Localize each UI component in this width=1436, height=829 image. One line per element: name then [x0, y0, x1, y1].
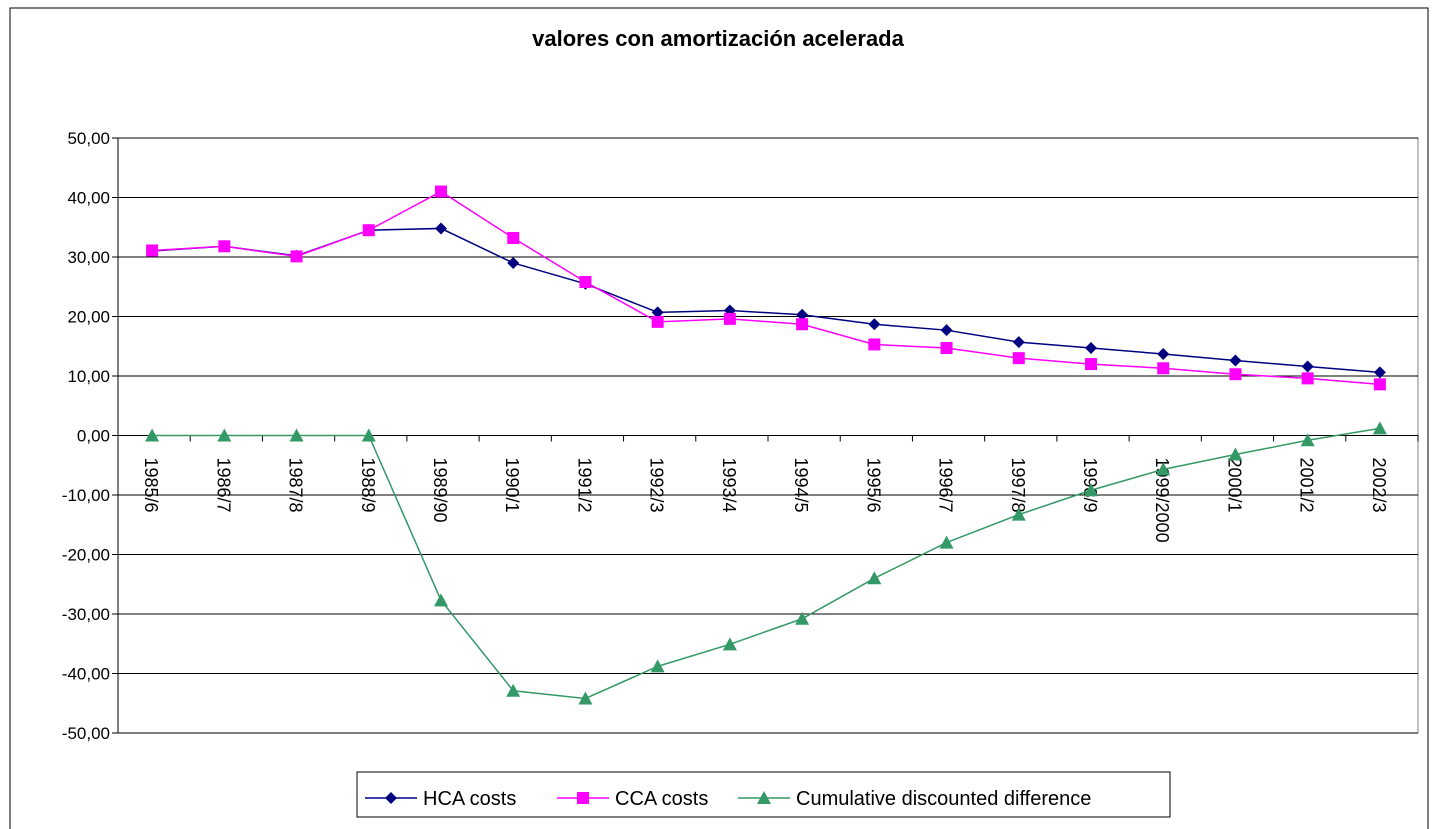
marker-diamond: [796, 308, 809, 321]
x-tick-label: 1994/5: [791, 458, 811, 513]
y-tick-label: -30,00: [62, 605, 110, 624]
y-tick-label: -50,00: [62, 724, 110, 743]
marker-diamond: [435, 222, 447, 235]
marker-triangle: [1156, 462, 1171, 476]
marker-diamond: [385, 792, 397, 804]
legend-label: Cumulative discounted difference: [796, 788, 1091, 810]
x-tick-label: 1988/9: [358, 458, 378, 513]
marker-square: [579, 275, 592, 288]
y-tick-label: 20,00: [67, 308, 110, 327]
marker-diamond: [1301, 360, 1314, 373]
marker-triangle: [722, 637, 737, 651]
marker-diamond: [868, 318, 881, 331]
marker-square: [1085, 358, 1097, 371]
y-tick-label: -20,00: [62, 546, 110, 565]
y-tick-label: 40,00: [67, 189, 110, 208]
marker-diamond: [1229, 354, 1242, 367]
y-tick-label: 0,00: [77, 427, 110, 446]
marker-triangle: [757, 791, 771, 804]
x-tick-label: 1995/6: [863, 458, 883, 513]
x-tick-label: 1986/7: [213, 458, 233, 513]
marker-square: [1157, 362, 1170, 375]
marker-triangle: [1300, 433, 1315, 447]
marker-triangle: [217, 428, 232, 442]
marker-square: [577, 792, 589, 804]
x-tick-label: 1991/2: [574, 458, 594, 513]
x-tick-label: 1993/4: [719, 458, 739, 513]
series-line: [152, 190, 1380, 386]
marker-diamond: [651, 306, 664, 319]
marker-triangle: [506, 683, 521, 697]
marker-diamond: [507, 256, 520, 269]
marker-square: [507, 231, 520, 244]
x-tick-label: 2002/3: [1369, 458, 1389, 513]
marker-square: [290, 250, 303, 263]
marker-diamond: [1157, 347, 1170, 360]
x-tick-label: 1990/1: [502, 458, 522, 513]
marker-triangle: [1372, 421, 1387, 435]
legend-label: HCA costs: [423, 788, 516, 810]
marker-triangle: [145, 428, 160, 442]
y-tick-label: 50,00: [67, 129, 110, 148]
marker-triangle: [650, 659, 665, 673]
marker-square: [218, 240, 231, 253]
x-tick-label: 2000/1: [1224, 458, 1244, 513]
marker-triangle: [795, 611, 810, 625]
y-tick-label: 10,00: [67, 367, 110, 386]
x-tick-label: 1985/6: [141, 458, 161, 513]
marker-triangle: [1228, 447, 1243, 461]
marker-triangle: [1084, 483, 1098, 497]
legend-label: CCA costs: [615, 788, 708, 810]
marker-square: [435, 185, 447, 198]
marker-square: [1301, 372, 1314, 385]
marker-square: [1373, 378, 1386, 391]
marker-square: [796, 318, 809, 331]
marker-square: [362, 224, 375, 237]
x-tick-label: 1998/9: [1080, 458, 1100, 513]
x-tick-label: 1999/2000: [1152, 458, 1172, 543]
x-tick-label: 1996/7: [936, 458, 956, 513]
series-line: [152, 427, 1381, 700]
marker-triangle: [361, 428, 376, 442]
x-tick-label: 1989/90: [430, 458, 450, 523]
y-tick-label: -40,00: [62, 665, 110, 684]
x-tick-label: 1992/3: [647, 458, 667, 513]
y-tick-label: 30,00: [67, 248, 110, 267]
marker-square: [868, 338, 881, 351]
marker-triangle: [434, 593, 448, 607]
y-tick-label: -10,00: [62, 486, 110, 505]
marker-diamond: [1085, 342, 1097, 355]
marker-triangle: [939, 535, 954, 549]
marker-triangle: [867, 571, 882, 585]
marker-square: [723, 312, 736, 325]
chart-title: valores con amortización acelerada: [532, 26, 904, 51]
marker-diamond: [1012, 336, 1025, 349]
marker-diamond: [1373, 366, 1386, 379]
marker-diamond: [940, 324, 953, 337]
marker-square: [651, 315, 664, 328]
marker-triangle: [1011, 507, 1026, 521]
x-tick-label: 2001/2: [1297, 458, 1317, 513]
marker-triangle: [578, 691, 593, 705]
x-tick-label: 1987/8: [286, 458, 306, 513]
marker-triangle: [289, 428, 304, 442]
marker-square: [940, 342, 953, 355]
marker-square: [1012, 352, 1025, 365]
x-tick-label: 1997/8: [1008, 458, 1028, 513]
marker-square: [1229, 368, 1242, 381]
marker-square: [146, 244, 159, 257]
